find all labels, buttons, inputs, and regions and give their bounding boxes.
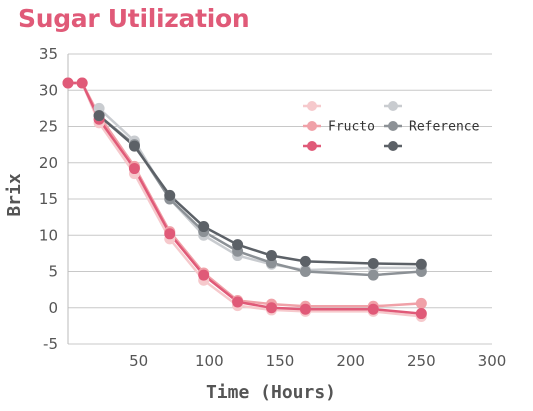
data-point: [164, 189, 176, 201]
data-point: [266, 302, 278, 314]
data-point: [76, 77, 88, 89]
y-tick-label: -5: [43, 335, 58, 353]
data-point: [367, 269, 379, 281]
x-tick-label: 300: [478, 352, 507, 370]
legend-swatch-marker: [307, 121, 317, 131]
data-point: [128, 163, 140, 175]
data-point: [198, 221, 210, 233]
data-point: [415, 258, 427, 270]
x-tick-label: 200: [336, 352, 365, 370]
data-point: [198, 269, 210, 281]
data-point: [299, 255, 311, 267]
x-tick-label: 150: [266, 352, 295, 370]
y-tick-label: 30: [39, 81, 58, 99]
data-point: [415, 297, 427, 309]
chart-title: Sugar Utilization: [18, 4, 250, 33]
data-point: [299, 266, 311, 277]
legend-label: Reference: [409, 120, 480, 135]
x-tick-labels: 50 100 150 200 250 300: [129, 352, 506, 370]
y-tick-label: 5: [48, 263, 58, 281]
x-tick-label: 100: [195, 352, 224, 370]
data-point: [164, 228, 176, 240]
data-point: [367, 303, 379, 315]
x-axis-label: Time (Hours): [206, 382, 336, 403]
series-line: [68, 81, 422, 318]
y-tick-label: 35: [39, 45, 58, 63]
y-tick-label: 25: [39, 118, 58, 136]
data-point: [62, 77, 74, 89]
data-point: [415, 308, 427, 320]
legend-label: Fructo: [328, 120, 375, 135]
legend-swatch-marker: [307, 141, 317, 151]
data-point: [232, 296, 244, 308]
series-points: [62, 77, 427, 322]
data-point: [232, 239, 244, 251]
y-tick-label: 10: [39, 226, 58, 244]
x-tick-label: 250: [407, 352, 436, 370]
series-lines: [68, 81, 422, 318]
series-line: [68, 81, 422, 315]
data-point: [299, 303, 311, 315]
legend: Fructo Reference: [303, 101, 480, 151]
data-point: [128, 140, 140, 152]
legend-swatch-marker: [388, 101, 398, 111]
grid-lines: [67, 53, 492, 345]
x-tick-label: 50: [129, 352, 148, 370]
legend-swatch-marker: [388, 141, 398, 151]
y-axis-label: Brix: [4, 173, 25, 217]
data-point: [266, 250, 278, 262]
legend-swatch-marker: [388, 121, 398, 131]
legend-swatch-marker: [307, 101, 317, 111]
y-tick-label: 15: [39, 190, 58, 208]
data-point: [93, 110, 105, 122]
y-tick-labels: -5 0 5 10 15 20 25 30 35: [39, 45, 58, 353]
y-tick-label: 0: [48, 299, 58, 317]
y-tick-label: 20: [39, 154, 58, 172]
data-point: [367, 258, 379, 270]
